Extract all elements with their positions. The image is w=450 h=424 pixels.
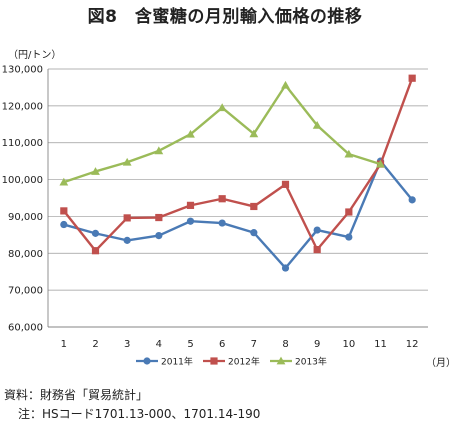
data-point-2011年-8 (281, 264, 290, 272)
data-point-2012年-7 (250, 202, 258, 211)
data-point-2011年-9 (313, 226, 321, 234)
data-point-2013年-5 (186, 129, 195, 138)
y-axis-unit-label: （円/トン） (8, 50, 62, 61)
data-point-2012年-5 (186, 201, 195, 209)
x-tick-label: 10 (342, 339, 355, 350)
y-tick-label: 70,000 (8, 286, 43, 297)
y-tick-label: 110,000 (2, 138, 43, 149)
x-tick-label: 6 (219, 339, 225, 350)
data-point-2011年-1 (60, 220, 68, 229)
data-point-2011年-2 (91, 229, 100, 237)
data-point-2012年-10 (345, 208, 353, 216)
data-series (59, 74, 416, 272)
legend-label: 2013年 (295, 356, 327, 368)
x-tick-label: 3 (124, 339, 130, 350)
data-point-2011年-6 (218, 219, 226, 227)
legend-marker (210, 357, 218, 365)
series-line-2013年 (63, 84, 381, 184)
series-2012年 (60, 74, 416, 255)
legend: 2011年 2012年 2013年 (136, 356, 327, 368)
data-point-2012年-9 (313, 246, 321, 254)
chart-title: 図8 含蜜糖の月別輸入価格の推移 (87, 7, 363, 27)
data-point-2011年-3 (123, 236, 131, 244)
grid-lines (48, 68, 428, 328)
series-2011年 (60, 157, 416, 272)
y-tick-label: 120,000 (2, 101, 43, 112)
data-point-2012年-3 (123, 214, 131, 222)
x-tick-label: 12 (406, 339, 419, 350)
legend-entry-2012年: 2012年 (203, 356, 260, 368)
x-tick-label: 5 (187, 339, 193, 350)
data-point-2012年-6 (218, 195, 226, 203)
source-note: 資料：財務省「貿易統計」 (4, 388, 149, 402)
data-point-2012年-12 (408, 74, 416, 82)
legend-marker (143, 357, 151, 365)
data-point-2013年-11 (376, 159, 385, 168)
x-tick-labels: 1 2 3 4 5 6 7 8 9 10 11 12 (61, 339, 419, 350)
series-2013年 (59, 80, 385, 186)
x-tick-label: 2 (92, 339, 98, 350)
data-point-2013年-8 (281, 80, 290, 89)
x-tick-label: 11 (374, 339, 387, 350)
axes (47, 69, 428, 328)
data-point-2011年-12 (408, 196, 416, 204)
legend-entry-2011年: 2011年 (136, 356, 193, 368)
y-tick-label: 130,000 (2, 65, 43, 76)
x-tick-label: 8 (282, 339, 288, 350)
data-point-2013年-4 (154, 146, 164, 155)
x-tick-label: 4 (156, 339, 162, 350)
data-point-2013年-2 (91, 167, 100, 175)
x-axis-unit-label: （月） (426, 358, 450, 369)
series-line-2011年 (63, 159, 414, 270)
data-point-2012年-8 (281, 180, 290, 188)
data-point-2011年-10 (345, 233, 353, 241)
data-point-2013年-7 (249, 129, 259, 138)
data-point-2011年-7 (250, 229, 258, 237)
data-point-2013年-9 (312, 120, 322, 129)
x-tick-label: 7 (251, 339, 257, 350)
data-point-2013年-10 (344, 149, 354, 158)
x-tick-label: 1 (61, 339, 67, 350)
series-line-2012年 (62, 77, 414, 252)
data-point-2011年-5 (186, 217, 195, 225)
data-point-2013年-6 (217, 103, 227, 112)
y-tick-label: 60,000 (8, 323, 43, 334)
y-tick-labels: 60,000 70,000 80,000 90,000 100,000 110,000 12… (2, 65, 43, 334)
x-tick-label: 9 (314, 339, 320, 350)
y-tick-label: 90,000 (8, 212, 43, 223)
legend-label: 2011年 (161, 356, 193, 368)
data-point-2013年-3 (122, 157, 132, 166)
data-point-2012年-2 (91, 247, 100, 255)
data-point-2012年-4 (155, 213, 163, 222)
legend-label: 2012年 (228, 356, 260, 368)
legend-entry-2013年: 2013年 (270, 356, 327, 368)
data-point-2012年-1 (60, 207, 68, 215)
y-tick-label: 100,000 (2, 175, 43, 186)
data-point-2011年-4 (155, 231, 163, 240)
data-point-2013年-1 (59, 177, 69, 186)
y-tick-label: 80,000 (8, 249, 43, 260)
hs-code-note: 注：HSコード1701.13-000、1701.14-190 (18, 407, 261, 421)
legend-marker (276, 356, 286, 365)
